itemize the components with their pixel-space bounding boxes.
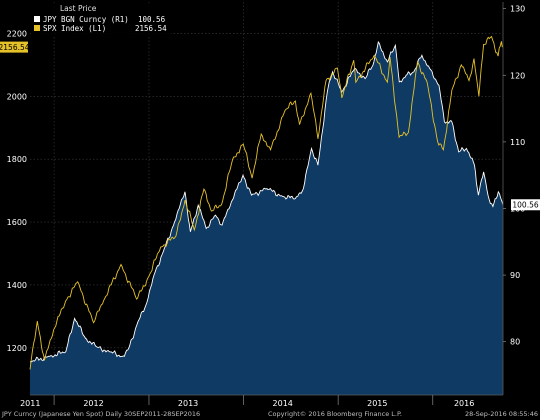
legend-background (31, 3, 171, 35)
x-axis-ticks: 2011 2012 2013 2014 2015 2016 (20, 395, 474, 408)
chart-footer: JPY Curncy (Japanese Yen Spot) Daily 30S… (0, 410, 540, 420)
jpy-series-area (30, 42, 503, 395)
legend-entry-jpy: JPY BGN Curncy (R1) (43, 15, 129, 24)
x-tick-label-2015: 2015 (367, 399, 387, 408)
left-axis-ticks: 1200 1400 1600 1800 2000 2200 (7, 29, 27, 352)
footer-right: 28-Sep-2016 08:55:46 (464, 410, 538, 418)
left-tick-label-1600: 1600 (7, 218, 27, 227)
jpy-last-price-box (511, 199, 540, 211)
right-tick-label-90: 90 (510, 271, 520, 280)
legend-value-spx: 2156.54 (135, 24, 167, 33)
x-tick-label-2011: 2011 (20, 399, 40, 408)
left-tick-label-2200: 2200 (7, 29, 27, 38)
left-tick-label-1800: 1800 (7, 155, 27, 164)
x-tick-label-2013: 2013 (178, 399, 198, 408)
x-tick-label-2012: 2012 (83, 399, 103, 408)
legend-swatch-jpy (34, 16, 40, 22)
footer-left: JPY Curncy (Japanese Yen Spot) Daily 30S… (2, 410, 201, 418)
right-tick-label-130: 130 (510, 5, 525, 14)
right-tick-label-120: 120 (510, 71, 525, 80)
left-tick-label-2000: 2000 (7, 92, 27, 101)
spx-last-price-label: 2156.54 (0, 43, 30, 52)
right-axis-ticks: 8090100110120130 (503, 5, 525, 347)
left-tick-label-1400: 1400 (7, 281, 27, 290)
x-tick-label-2016: 2016 (454, 399, 474, 408)
spx-series-line (29, 35, 504, 370)
footer-center: Copyright© 2016 Bloomberg Finance L.P. (268, 410, 402, 418)
right-tick-label-110: 110 (510, 138, 525, 147)
left-tick-label-1200: 1200 (7, 344, 27, 353)
spx-last-price-box (0, 41, 28, 53)
spx-last-price-tag: 2156.54 (0, 41, 30, 53)
legend-title: Last Price (60, 4, 97, 13)
legend-entry-spx: SPX Index (L1) (43, 24, 106, 33)
jpy-series-line (29, 40, 504, 363)
jpy-last-price-label: 100.56 (512, 201, 538, 210)
legend: Last Price JPY BGN Curncy (R1) 100.56 SP… (31, 3, 171, 35)
x-tick-label-2014: 2014 (273, 399, 293, 408)
jpy-last-price-tag: 100.56 (511, 199, 540, 211)
legend-swatch-spx (34, 25, 40, 31)
right-tick-label-80: 80 (510, 338, 520, 347)
legend-value-jpy: 100.56 (138, 15, 166, 24)
